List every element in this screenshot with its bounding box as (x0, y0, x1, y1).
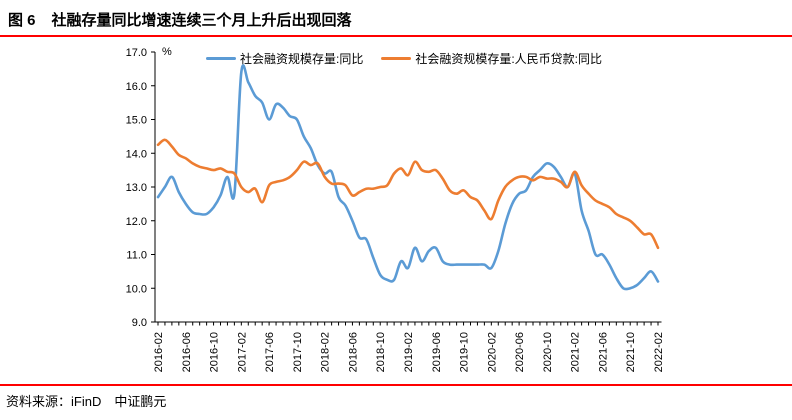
svg-text:9.0: 9.0 (132, 317, 147, 329)
top-red-rule (0, 35, 792, 37)
svg-text:2016-02: 2016-02 (153, 332, 165, 372)
figure-title: 图 6 社融存量同比增速连续三个月上升后出现回落 (8, 9, 352, 30)
svg-text:2019-10: 2019-10 (459, 332, 471, 372)
figure-number: 图 6 (8, 12, 36, 29)
svg-text:14.0: 14.0 (126, 148, 147, 160)
svg-text:2016-10: 2016-10 (209, 332, 221, 372)
loan-line-swatch (381, 57, 412, 60)
svg-text:2018-06: 2018-06 (347, 332, 359, 372)
chart-legend: 社会融资规模存量:同比 社会融资规模存量:人民币贷款:同比 (206, 50, 602, 67)
svg-text:2017-10: 2017-10 (292, 332, 304, 372)
svg-text:2021-10: 2021-10 (625, 332, 637, 372)
svg-text:12.0: 12.0 (126, 216, 147, 228)
svg-text:2017-02: 2017-02 (236, 332, 248, 372)
svg-text:2016-06: 2016-06 (181, 332, 193, 372)
svg-text:15.0: 15.0 (126, 115, 147, 127)
axes (151, 51, 662, 326)
svg-text:16.0: 16.0 (126, 81, 147, 93)
svg-text:2022-02: 2022-02 (653, 332, 665, 372)
svg-text:2018-02: 2018-02 (320, 332, 332, 372)
svg-text:2019-06: 2019-06 (431, 332, 443, 372)
legend-item-tsf: 社会融资规模存量:同比 (206, 50, 363, 67)
bottom-red-rule (0, 384, 792, 386)
svg-text:2020-10: 2020-10 (542, 332, 554, 372)
y-axis-unit: % (162, 46, 172, 58)
tsf-line-swatch (206, 57, 236, 60)
svg-text:2020-02: 2020-02 (486, 332, 498, 372)
svg-text:2017-06: 2017-06 (264, 332, 276, 372)
svg-text:2018-10: 2018-10 (375, 332, 387, 372)
figure-title-text: 社融存量同比增速连续三个月上升后出现回落 (51, 12, 352, 29)
svg-text:17.0: 17.0 (126, 47, 147, 59)
series-line-rmb-loan (156, 138, 660, 250)
legend-label-tsf: 社会融资规模存量:同比 (240, 52, 364, 66)
svg-text:2020-06: 2020-06 (514, 332, 526, 372)
svg-text:10.0: 10.0 (126, 283, 147, 295)
svg-text:2021-02: 2021-02 (570, 332, 582, 372)
y-axis-labels: 17.0 16.0 15.0 14.0 13.0 12.0 11.0 10.0 9.0 (126, 47, 147, 329)
source-note: 资料来源：iFinD 中证鹏元 (6, 394, 167, 409)
svg-text:2021-06: 2021-06 (597, 332, 609, 372)
legend-label-loan: 社会融资规模存量:人民币贷款:同比 (415, 52, 603, 66)
svg-text:11.0: 11.0 (126, 250, 147, 262)
svg-text:13.0: 13.0 (126, 182, 147, 194)
x-axis-labels: 2016-02 2016-06 2016-10 2017-02 2017-06 2017-… (153, 332, 665, 372)
svg-text:2019-02: 2019-02 (403, 332, 415, 372)
legend-item-loan: 社会融资规模存量:人民币贷款:同比 (381, 50, 602, 67)
series-line-tsf (156, 64, 660, 291)
